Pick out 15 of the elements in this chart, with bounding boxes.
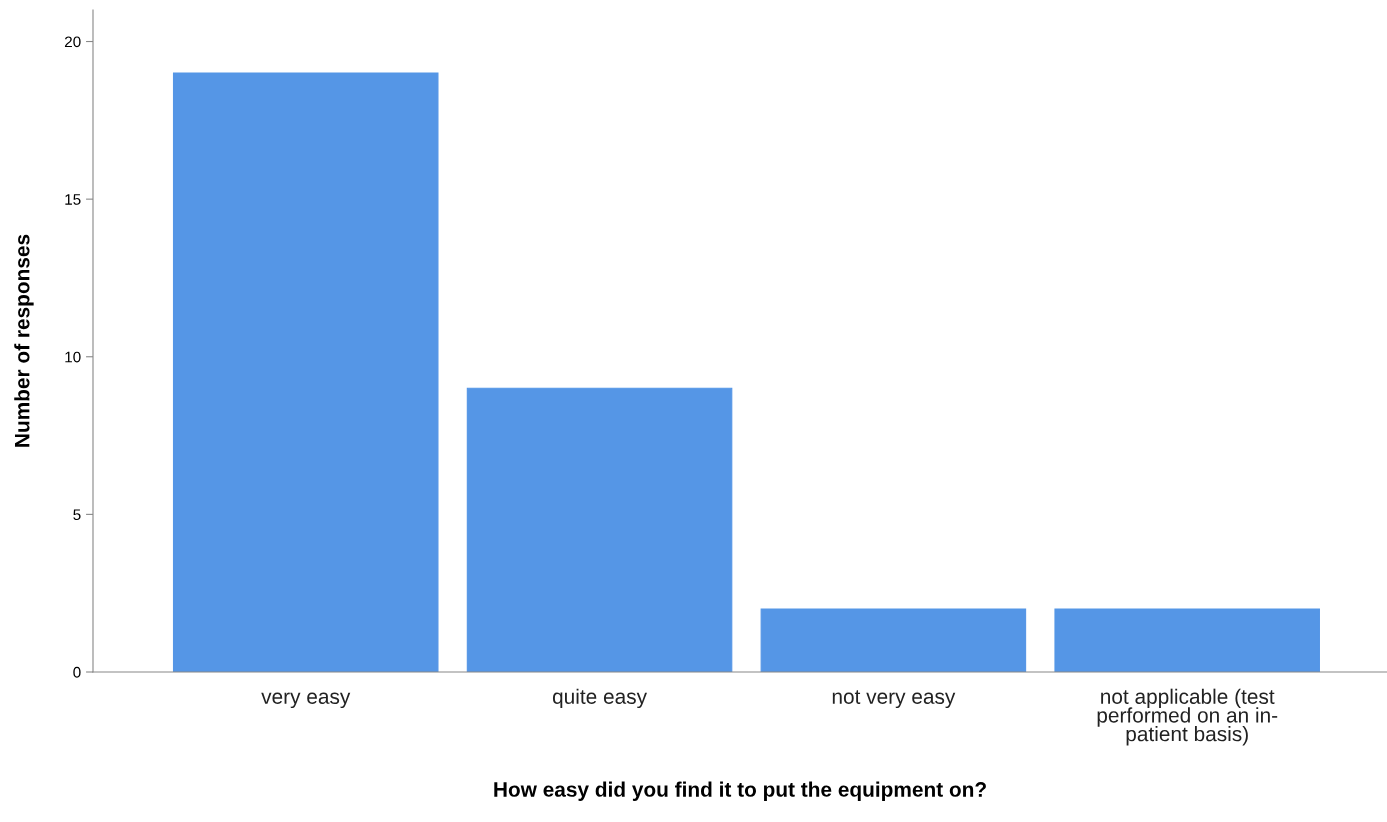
y-tick-label: 5 (73, 509, 81, 521)
y-axis-title: Number of responses (14, 234, 34, 447)
bar (760, 608, 1027, 672)
bar (1054, 608, 1320, 672)
x-tick-label: quite easy (552, 688, 647, 709)
y-tick-label: 0 (73, 666, 81, 678)
x-tick-label: very easy (261, 692, 351, 709)
x-tick-label: not very easy (832, 690, 956, 709)
bar (172, 72, 439, 672)
y-tick-label: 10 (65, 351, 81, 363)
x-tick-label: not applicable (test performed on an in- patient basis) (1097, 688, 1278, 746)
y-tick-label: 20 (64, 36, 81, 48)
x-axis-title: How easy did you find it to put the equipment on? (494, 781, 986, 801)
y-tick-label: 15 (65, 194, 81, 205)
bar (466, 387, 733, 672)
